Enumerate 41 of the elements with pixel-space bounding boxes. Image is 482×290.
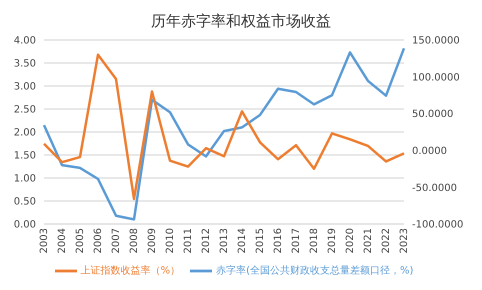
x-tick-label: 2010 [165,228,176,254]
y2-tick-label: 50.0000 [412,109,454,120]
y-tick-label: 1.00 [14,174,36,185]
y-tick-label: 3.50 [14,58,36,70]
x-tick-label: 2003 [39,228,50,254]
x-tick-label: 2013 [219,228,230,254]
y-tick-label: 3.00 [14,82,36,93]
x-tick-label: 2017 [291,228,302,254]
legend-label: 赤字率(全国公共财政收支总量差额口径，%) [216,266,414,277]
x-tick-label: 2019 [327,228,338,254]
legend-label: 上证指数收益率（%） [80,266,180,277]
x-tick-label: 2004 [57,228,68,254]
y-tick-label: 0.00 [14,220,36,231]
y-tick-label: 2.00 [14,128,36,139]
y-tick-label: 1.50 [14,150,36,162]
x-tick-label: 2006 [93,228,104,254]
x-tick-label: 2018 [309,228,320,254]
x-tick-label: 2016 [273,228,284,254]
x-tick-label: 2023 [399,228,410,254]
y-tick-label: 0.50 [14,196,36,208]
x-tick-label: 2020 [345,228,356,254]
line-series [42,47,406,221]
x-tick-label: 2015 [255,228,266,254]
x-tick-label: 2008 [129,228,140,254]
x-tick-label: 2005 [75,228,86,254]
x-tick-label: 2022 [381,228,392,254]
y2-tick-label: 150.0000 [412,36,460,47]
x-tick-label: 2014 [237,228,248,254]
y2-tick-label: -100.0000 [412,220,464,231]
x-tick-label: 2009 [147,228,158,254]
x-tick-label: 2021 [363,228,374,254]
x-tick-label: 2012 [201,228,212,254]
y2-tick-label: 100.0000 [412,72,460,84]
x-tick-label: 2007 [111,228,122,254]
y2-tick-label: -50.0000 [412,182,457,194]
line-series [42,53,406,200]
chart-title: 历年赤字率和权益市场收益 [150,11,332,32]
y2-tick-label: 0.0000 [412,146,447,157]
x-tick-label: 2011 [183,228,194,254]
y-tick-label: 4.00 [14,36,36,47]
y-tick-label: 2.50 [14,104,36,116]
